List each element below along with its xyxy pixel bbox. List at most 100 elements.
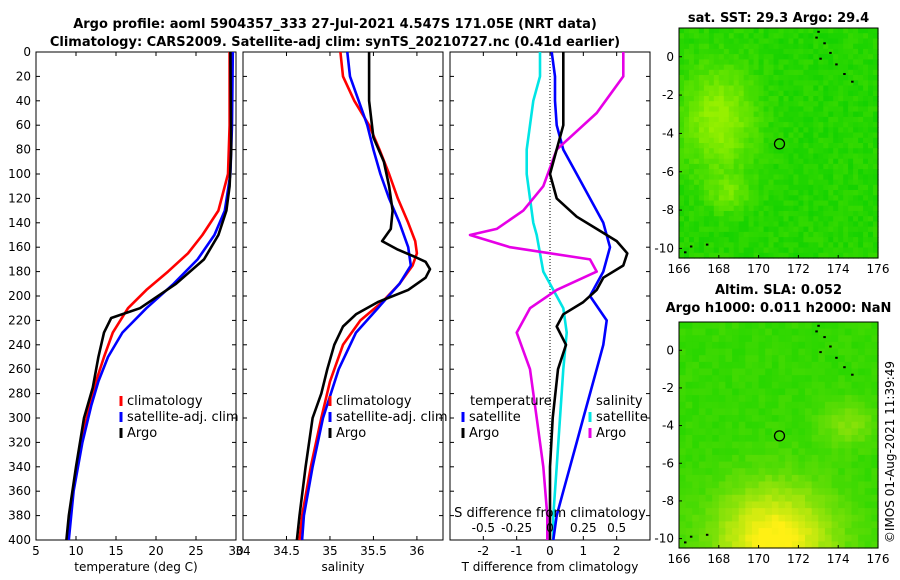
sla-map-island <box>689 535 693 538</box>
salinity-legend-label: satellite-adj. clim <box>336 410 448 425</box>
difference-s-tick-label: -0.25 <box>501 521 532 535</box>
sla-map-title: Altim. SLA: 0.052 <box>715 283 842 298</box>
temperature-legend-label: Argo <box>127 426 157 441</box>
temperature-ytick-label: 80 <box>16 143 31 157</box>
sla-map-island <box>835 356 838 359</box>
difference-xtick-label: 1 <box>580 544 588 558</box>
temperature-ytick-label: 20 <box>16 69 31 83</box>
sst-map-title: sat. SST: 29.3 Argo: 29.4 <box>688 11 869 26</box>
temperature-ytick-label: 260 <box>8 362 31 376</box>
sst-map-heatmap-cells <box>679 28 879 259</box>
sst-map-island <box>823 42 826 45</box>
salinity-xtick-label: 34.5 <box>273 544 300 558</box>
temperature-legend-label: climatology <box>127 394 203 409</box>
sla-map-frame <box>678 321 879 549</box>
salinity-xtick-label: 35 <box>322 544 337 558</box>
temperature-ytick-label: 380 <box>8 509 31 523</box>
sla-map-xtick-label: 168 <box>707 552 730 566</box>
figure-title-line1: Argo profile: aoml 5904357_333 27-Jul-20… <box>73 17 597 32</box>
temperature-ytick-label: 360 <box>8 484 31 498</box>
temperature-ytick-label: 280 <box>8 387 31 401</box>
sla-map-ytick-label: -4 <box>662 419 674 433</box>
sst-map-xtick-label: 166 <box>668 262 691 276</box>
sla-map-island <box>823 336 826 339</box>
temperature-xtick-label: 20 <box>148 544 163 558</box>
difference-s-tick-label: 0.5 <box>607 521 626 535</box>
salinity-series-climatology <box>298 51 419 541</box>
sst-map-island <box>705 243 709 246</box>
salinity-panel-frame <box>242 51 444 541</box>
temperature-xlabel: temperature (deg C) <box>74 560 197 574</box>
sst-map-island <box>815 36 818 39</box>
sla-map-island <box>819 351 822 354</box>
sst-map-island <box>851 80 854 83</box>
sst-map-ytick-label: -4 <box>662 126 674 140</box>
temperature-series-argo <box>65 51 233 541</box>
temperature-panel-frame <box>35 51 237 541</box>
sla-map-argo-marker <box>773 430 786 442</box>
temperature-ytick-label: 0 <box>23 45 31 59</box>
difference-xtick-label: 2 <box>613 544 621 558</box>
temperature-ytick-label: 240 <box>8 338 31 352</box>
temperature-ytick-label: 180 <box>8 265 31 279</box>
difference-s-tick-label: 0.25 <box>570 521 597 535</box>
sst-map-xtick-label: 170 <box>747 262 770 276</box>
sst-map-island <box>819 57 822 60</box>
sst-map-xtick-label: 172 <box>787 262 810 276</box>
temperature-xtick-label: 10 <box>68 544 83 558</box>
difference-temperature-legend-label: Argo <box>469 426 499 441</box>
temperature-ytick-label: 300 <box>8 411 31 425</box>
sst-map-xtick-label: 168 <box>707 262 730 276</box>
temperature-ytick-label: 60 <box>16 118 31 132</box>
temperature-xtick-label: 5 <box>32 544 40 558</box>
temperature-ytick-label: 40 <box>16 94 31 108</box>
temperature-ytick-label: 220 <box>8 313 31 327</box>
sla-map-subtitle: Argo h1000: 0.011 h2000: NaN <box>666 301 892 316</box>
temperature-ytick-label: 120 <box>8 191 31 205</box>
sst-map-ytick-label: -2 <box>662 88 674 102</box>
salinity-series-satellite-adj-clim <box>300 51 413 541</box>
sla-map-heatmap-cells <box>679 322 879 549</box>
temperature-ytick-label: 340 <box>8 460 31 474</box>
sst-map-ytick-label: -8 <box>662 203 674 217</box>
sla-map-ytick-label: -6 <box>662 456 674 470</box>
difference-xtick-label: -1 <box>511 544 523 558</box>
difference-series-salinity-argo <box>548 52 629 540</box>
sla-map-island <box>851 373 854 376</box>
sst-map-frame <box>678 27 879 259</box>
temperature-ytick-label: 200 <box>8 289 31 303</box>
temperature-series-satellite-adj-clim <box>67 51 235 541</box>
difference-xtick-label: -2 <box>477 544 489 558</box>
sla-map-xtick-label: 166 <box>668 552 691 566</box>
sla-map-island <box>684 541 687 544</box>
temperature-xtick-label: 25 <box>188 544 203 558</box>
sla-map-island <box>815 330 818 333</box>
sla-map-island <box>705 533 709 536</box>
salinity-legend-label: Argo <box>336 426 366 441</box>
figure-title-line2: Climatology: CARS2009. Satellite-adj cli… <box>50 35 620 50</box>
sla-map-xtick-label: 174 <box>827 552 850 566</box>
difference-s-tick-label: 0 <box>546 521 554 535</box>
salinity-xtick-label: 35.5 <box>360 544 387 558</box>
difference-salinity-legend-label: Argo <box>596 426 626 441</box>
sst-map-island <box>817 30 820 33</box>
sst-map-ytick-label: 0 <box>666 50 674 64</box>
sst-map-ytick-label: -6 <box>662 165 674 179</box>
difference-xlabel: T difference from climatology <box>461 560 639 574</box>
difference-series-temperature-argo <box>550 51 612 541</box>
salinity-xtick-label: 34 <box>235 544 250 558</box>
sla-map-island <box>843 366 846 369</box>
difference-s-axis-label: S difference from climatology <box>454 506 646 521</box>
sla-map-xtick-label: 170 <box>747 552 770 566</box>
temperature-ytick-label: 400 <box>8 533 31 547</box>
temperature-legend-label: satellite-adj. clim <box>127 410 239 425</box>
sst-map-argo-marker <box>773 138 786 150</box>
sla-map-island <box>817 324 820 327</box>
difference-xtick-label: 0 <box>546 544 554 558</box>
temperature-ytick-label: 100 <box>8 167 31 181</box>
sla-map-ytick-label: -2 <box>662 381 674 395</box>
sla-map-ytick-label: 0 <box>666 343 674 357</box>
sla-map-ytick-label: -10 <box>654 532 674 546</box>
salinity-xtick-label: 36 <box>409 544 424 558</box>
